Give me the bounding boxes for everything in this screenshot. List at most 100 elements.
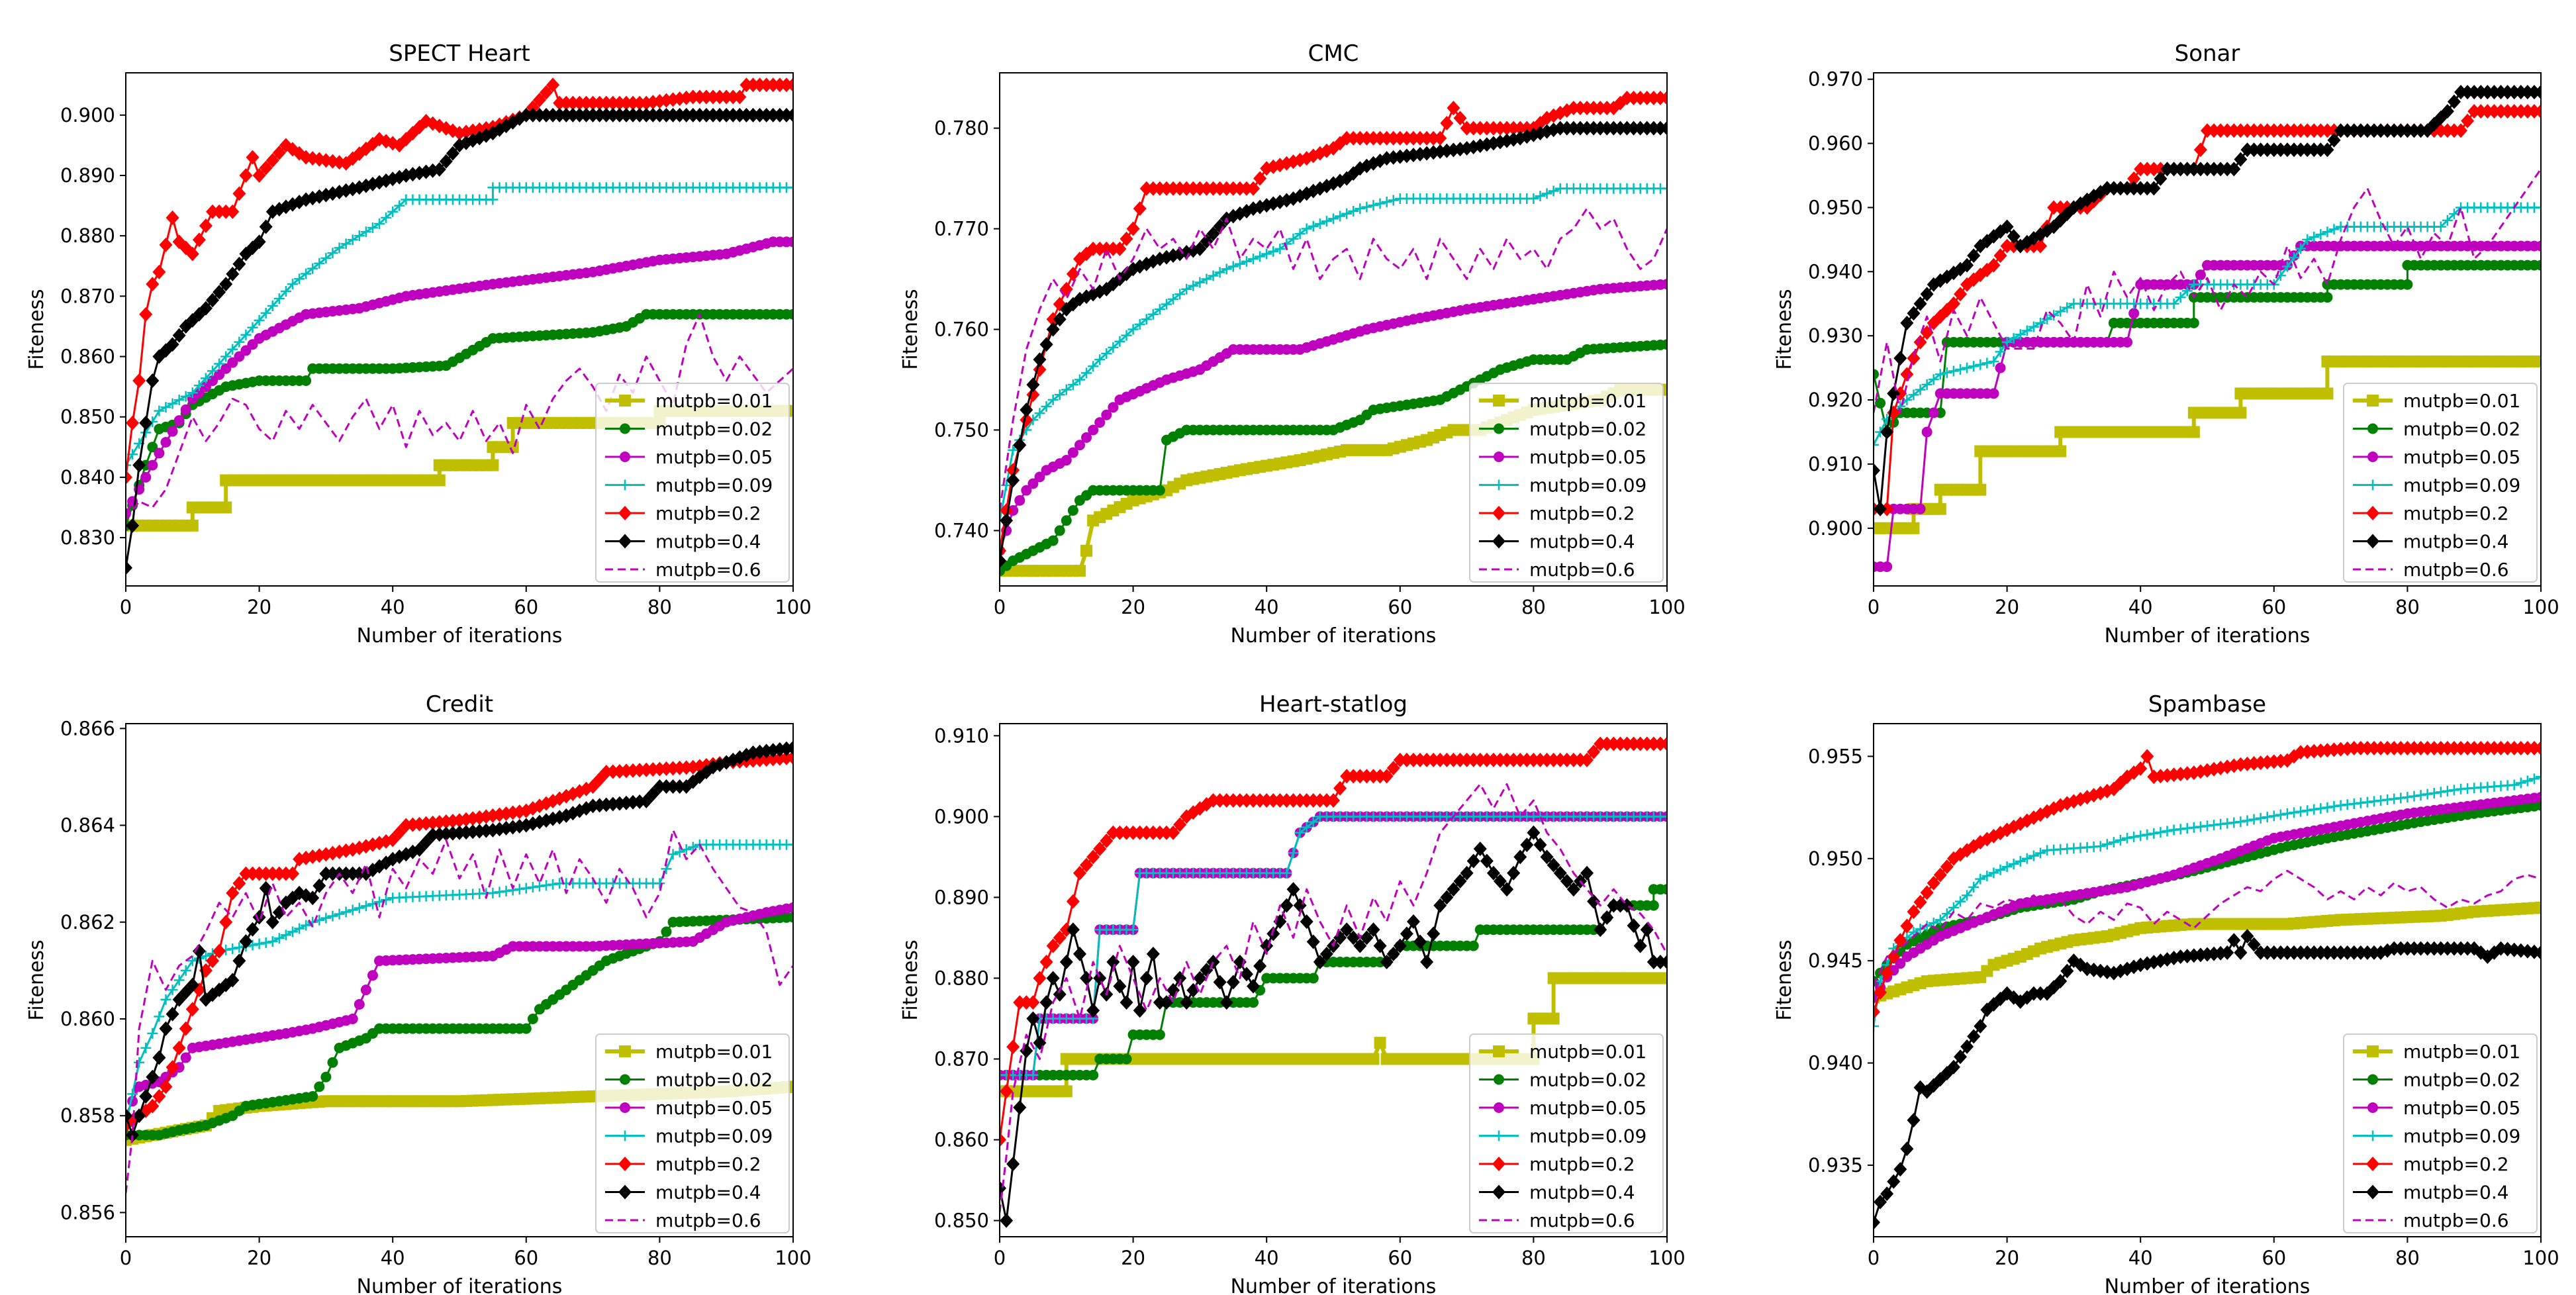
data-point	[152, 264, 166, 279]
data-point	[2522, 775, 2533, 787]
data-point	[1640, 90, 1654, 105]
data-point	[1620, 736, 1634, 751]
data-point	[1874, 1194, 1887, 1210]
data-point	[2347, 123, 2361, 138]
data-point	[1266, 926, 1280, 941]
data-point	[1874, 369, 1879, 380]
data-point	[2128, 832, 2140, 843]
data-point	[1975, 873, 1986, 885]
data-point	[172, 992, 186, 1007]
data-point	[540, 107, 553, 122]
data-point	[2100, 181, 2114, 196]
data-point	[1193, 971, 1207, 986]
data-point	[1073, 946, 1086, 961]
legend-item: mutpb=0.09	[2353, 475, 2520, 497]
data-point	[1466, 752, 1480, 767]
data-point	[1447, 882, 1460, 897]
data-point	[1920, 885, 1934, 900]
data-point	[1373, 769, 1387, 784]
y-tick-label: 0.910	[934, 724, 989, 747]
data-point	[185, 1002, 199, 1017]
legend-label: mutpb=0.4	[655, 531, 761, 553]
data-point	[1406, 130, 1420, 146]
data-point	[1100, 833, 1114, 848]
data-point	[1101, 348, 1112, 359]
data-point	[501, 885, 512, 896]
data-point	[1014, 495, 1026, 506]
data-point	[593, 107, 606, 122]
data-point	[2201, 162, 2214, 177]
legend-label: mutpb=0.01	[2403, 1041, 2520, 1063]
data-point	[1086, 849, 1100, 865]
legend-label: mutpb=0.05	[1529, 446, 1646, 468]
data-point	[1933, 867, 1947, 883]
data-point	[573, 95, 587, 111]
data-point	[172, 1040, 186, 1055]
data-point	[1560, 120, 1574, 136]
data-point	[586, 95, 600, 111]
data-point	[2494, 85, 2508, 100]
data-point	[2220, 162, 2234, 177]
data-point	[2494, 741, 2508, 756]
data-point	[1226, 975, 1240, 990]
data-point	[1088, 361, 1099, 372]
data-point	[1020, 403, 1033, 418]
data-point	[1360, 769, 1374, 784]
x-tick-label: 40	[2128, 596, 2153, 618]
series-mutpb=0.6	[1000, 783, 1667, 1213]
data-point	[1066, 922, 1080, 937]
data-point	[360, 984, 371, 996]
data-point	[2000, 219, 2014, 234]
data-point	[1013, 438, 1027, 453]
data-point	[2015, 855, 2026, 867]
data-point	[2101, 839, 2113, 850]
data-point	[354, 902, 365, 914]
data-point	[1453, 752, 1467, 767]
data-point	[1587, 744, 1601, 759]
data-point	[1046, 322, 1060, 337]
data-point	[2340, 945, 2354, 960]
data-point	[1988, 388, 1999, 399]
data-point	[1500, 882, 1514, 897]
legend-label: mutpb=0.4	[1529, 1182, 1635, 1204]
data-point	[1100, 241, 1114, 256]
data-point	[154, 448, 165, 459]
data-point	[173, 975, 185, 986]
data-point	[367, 970, 378, 981]
data-point	[1420, 752, 1434, 767]
legend-marker	[1493, 395, 1505, 407]
data-point	[1874, 1020, 1879, 1031]
data-point	[1981, 871, 1993, 882]
data-point	[2535, 901, 2541, 914]
data-point	[192, 232, 206, 248]
data-point	[1988, 867, 1999, 879]
data-point	[1027, 478, 1039, 489]
data-point	[1061, 515, 1072, 526]
data-point	[2154, 171, 2168, 186]
series-mutpb=0.4	[126, 107, 793, 575]
data-point	[1907, 522, 1920, 534]
data-point	[2108, 837, 2119, 848]
data-point	[1480, 853, 1494, 869]
series-line	[1874, 168, 2541, 414]
x-tick-label: 80	[2395, 596, 2420, 618]
data-point	[2254, 142, 2267, 158]
legend-label: mutpb=0.02	[2403, 1069, 2520, 1091]
data-point	[2507, 104, 2521, 119]
data-point	[213, 285, 226, 300]
data-point	[1520, 752, 1534, 767]
data-point	[2487, 85, 2501, 100]
data-point	[1219, 181, 1233, 196]
data-point	[1580, 752, 1594, 767]
data-point	[1074, 440, 1085, 451]
data-point	[1094, 417, 1106, 428]
y-tick-label: 0.862	[60, 911, 115, 934]
data-point	[1319, 792, 1333, 808]
data-point	[1946, 1059, 1960, 1075]
data-point	[2320, 945, 2334, 960]
x-tick-label: 100	[1648, 596, 1685, 618]
legend-box	[595, 1033, 790, 1233]
data-point	[2234, 945, 2248, 960]
data-point	[2328, 801, 2340, 812]
data-point	[2515, 777, 2526, 789]
